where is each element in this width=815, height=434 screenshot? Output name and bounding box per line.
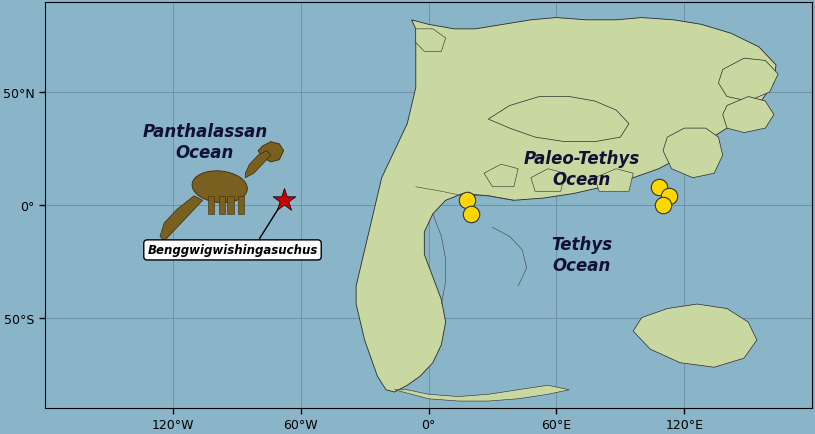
Polygon shape bbox=[245, 151, 271, 178]
Point bbox=[663, 193, 676, 200]
Point bbox=[465, 211, 478, 218]
Polygon shape bbox=[595, 169, 633, 192]
Point bbox=[277, 197, 290, 204]
Text: Benggwigwishingasuchus: Benggwigwishingasuchus bbox=[148, 244, 318, 257]
Polygon shape bbox=[723, 97, 774, 133]
Polygon shape bbox=[238, 196, 244, 214]
Polygon shape bbox=[227, 196, 234, 214]
Polygon shape bbox=[218, 196, 225, 214]
Text: Tethys
Ocean: Tethys Ocean bbox=[552, 236, 613, 274]
Polygon shape bbox=[488, 97, 629, 142]
Polygon shape bbox=[663, 129, 723, 178]
Polygon shape bbox=[208, 196, 214, 214]
Polygon shape bbox=[356, 19, 776, 392]
Text: Panthalassan
Ocean: Panthalassan Ocean bbox=[142, 123, 267, 161]
Polygon shape bbox=[633, 304, 757, 367]
Polygon shape bbox=[484, 165, 518, 187]
Point bbox=[657, 202, 670, 209]
Polygon shape bbox=[531, 169, 565, 192]
Polygon shape bbox=[258, 142, 284, 163]
Point bbox=[652, 184, 665, 191]
Polygon shape bbox=[160, 196, 203, 241]
Polygon shape bbox=[394, 385, 569, 401]
Point bbox=[460, 197, 474, 204]
Polygon shape bbox=[719, 59, 778, 102]
Text: Paleo-Tethys
Ocean: Paleo-Tethys Ocean bbox=[524, 150, 640, 189]
Polygon shape bbox=[416, 30, 446, 52]
Ellipse shape bbox=[192, 171, 247, 203]
